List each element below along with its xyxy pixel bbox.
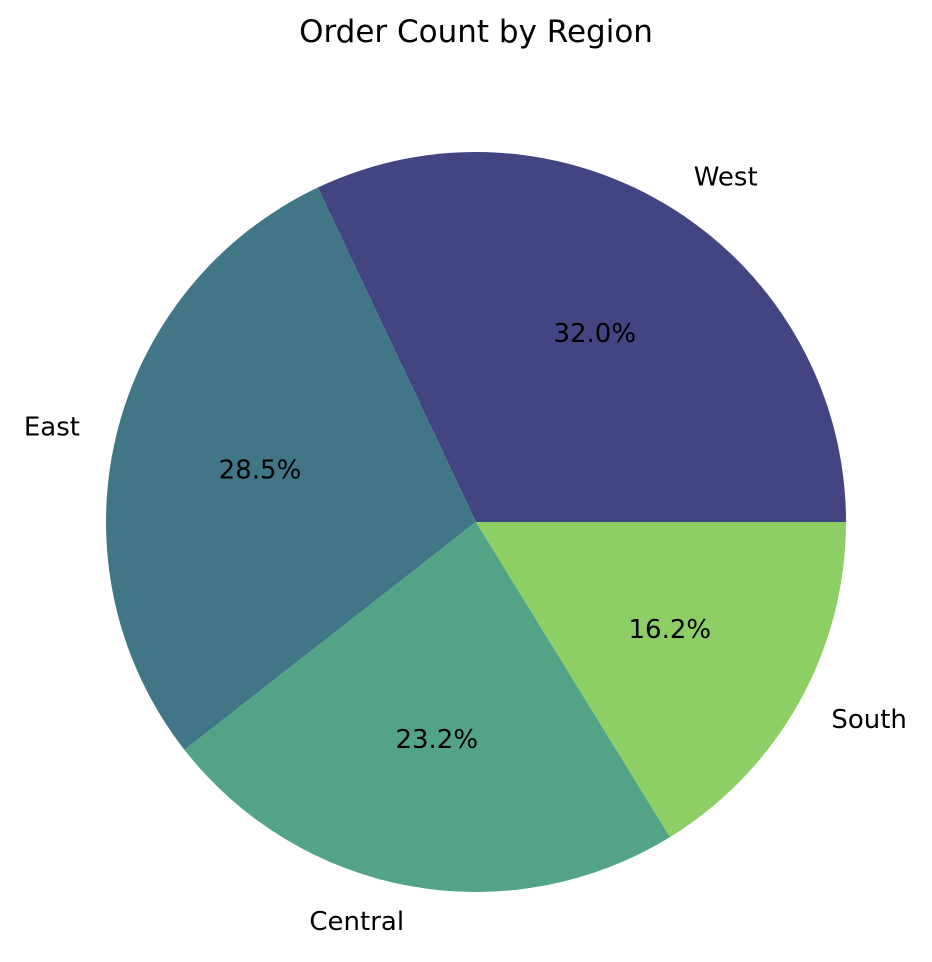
slice-label-east: East [24, 413, 80, 443]
chart-title: Order Count by Region [299, 14, 653, 50]
slice-label-west: West [694, 163, 758, 193]
pie-slice-south [476, 522, 846, 838]
pie-slices [106, 151, 846, 893]
pie-slice-east [106, 187, 477, 750]
pie-labels: West 32.0% East 28.5% Central 23.2% South 16.2% [24, 163, 907, 937]
pie-slice-west [317, 151, 846, 522]
pct-label-south: 16.2% [629, 615, 712, 645]
pct-label-east: 28.5% [219, 455, 302, 485]
pct-label-central: 23.2% [395, 725, 478, 755]
pie-slice-central [184, 522, 670, 893]
pct-label-west: 32.0% [553, 319, 636, 349]
slice-label-south: South [831, 705, 907, 735]
slice-label-central: Central [309, 907, 404, 937]
